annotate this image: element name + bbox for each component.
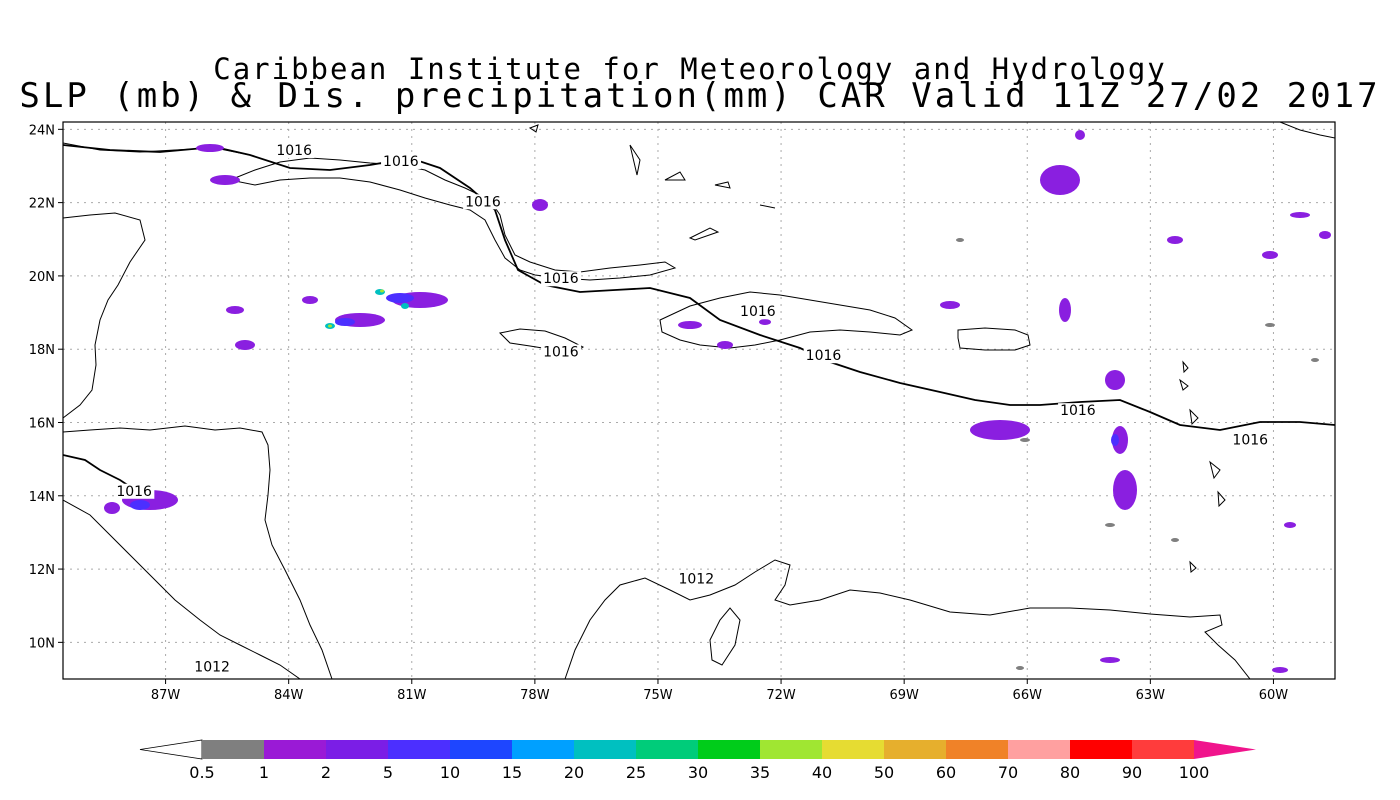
colorbar-swatch (760, 740, 822, 759)
coastline-bahamas (528, 124, 776, 241)
isobar-label-bg (1230, 432, 1271, 448)
graticule (63, 122, 1335, 679)
colorbar-swatch (636, 740, 698, 759)
colorbar-label: 5 (383, 763, 393, 782)
lon-tick-label: 87W (151, 688, 181, 703)
colorbar-label: 15 (502, 763, 522, 782)
isobar-label: 1016 (383, 154, 419, 170)
colorbar-label: 40 (812, 763, 832, 782)
colorbar-swatch (139, 739, 203, 760)
isobar-label-bg (738, 304, 779, 320)
coastline-maracaibo (709, 607, 741, 666)
colorbar-label: 70 (998, 763, 1018, 782)
lon-tick-label: 78W (520, 688, 550, 703)
lon-tick-label: 81W (397, 688, 427, 703)
isobar-label-bg (381, 153, 422, 169)
colorbar-label: 10 (440, 763, 460, 782)
isobar-label-bg (192, 659, 233, 675)
colorbar-label: 0.5 (189, 763, 214, 782)
isobar-label: 1016 (740, 304, 776, 320)
coastline-south-america (564, 559, 1251, 679)
colorbar-swatch (822, 740, 884, 759)
map-frame (62, 121, 1336, 680)
lat-tick-label: 20N (29, 270, 55, 285)
isobar-label-bg (114, 483, 155, 499)
lon-tick-label: 84W (274, 688, 304, 703)
isobar-label: 1016 (806, 348, 842, 364)
isobar-label: 1012 (678, 572, 714, 588)
colorbar-swatch (946, 740, 1008, 759)
isobar-label: 1012 (194, 660, 230, 676)
axis-ticks: 24N 22N 20N 18N 16N 14N 12N 10N 87W 84W 81W 78W 75W 7… (29, 123, 1289, 703)
colorbar-swatch (1194, 740, 1256, 759)
isobar-label: 1016 (465, 194, 501, 210)
colorbar-label: 100 (1179, 763, 1210, 782)
title-product: SLP (mb) & Dis. precipitation(mm) CAR Va… (19, 76, 1381, 116)
colorbar-label: 50 (874, 763, 894, 782)
isobar-label: 1016 (276, 143, 312, 159)
isobar-label-bg (676, 571, 717, 587)
isobar-label: 1016 (543, 271, 579, 287)
colorbar-label: 25 (626, 763, 646, 782)
isobar-label: 1016 (1232, 432, 1268, 448)
lat-tick-label: 22N (29, 197, 55, 212)
colorbar-label: 80 (1060, 763, 1080, 782)
isobar-label: 1016 (1060, 403, 1096, 419)
colorbar-label: 1 (259, 763, 269, 782)
colorbar-swatch (264, 740, 326, 759)
colorbar-swatch (202, 740, 264, 759)
lon-tick-label: 75W (643, 688, 673, 703)
coastline-puerto-rico (957, 327, 1031, 351)
isobar-label-bg (803, 348, 844, 364)
colorbar-swatch (698, 740, 760, 759)
colorbar-label: 60 (936, 763, 956, 782)
coastline-hispaniola (659, 291, 914, 349)
colorbar-swatch (1008, 740, 1070, 759)
colorbar-swatch (388, 740, 450, 759)
lon-tick-label: 66W (1013, 688, 1043, 703)
lat-tick-label: 24N (29, 123, 55, 138)
precipitation-field (104, 130, 1331, 673)
colorbar-swatch (1132, 740, 1194, 759)
coastline-honduras (63, 425, 333, 679)
isobar-label-bg (1058, 403, 1099, 419)
colorbar-swatch (326, 740, 388, 759)
colorbar-label: 2 (321, 763, 331, 782)
colorbar-swatch (450, 740, 512, 759)
coastline-north-right (1279, 122, 1335, 139)
isobar-labels: 1016 1016 1016 1016 1016 1016 1016 1016 1016 1016… (114, 142, 1271, 676)
colorbar-swatch (884, 740, 946, 759)
coastline-pacific-ca (63, 499, 301, 679)
colorbar-swatch (1070, 740, 1132, 759)
isobar-label-bg (541, 271, 582, 287)
isobar-1016-north (63, 144, 1335, 431)
lon-tick-label: 72W (766, 688, 796, 703)
coastline-antilles (1179, 360, 1226, 573)
lat-tick-label: 14N (29, 490, 55, 505)
isobar-label-bg (274, 142, 315, 158)
lon-tick-label: 60W (1259, 688, 1289, 703)
map-background (63, 122, 1335, 679)
colorbar-label: 35 (750, 763, 770, 782)
lat-tick-label: 16N (29, 416, 55, 431)
isobar-label: 1016 (116, 484, 152, 500)
lat-tick-label: 12N (29, 563, 55, 578)
lat-tick-label: 10N (29, 636, 55, 651)
title-institute: Caribbean Institute for Meteorology and … (213, 52, 1167, 86)
lon-tick-label: 69W (889, 688, 919, 703)
coastline-yucatan (63, 212, 146, 419)
isobar-label-bg (463, 194, 504, 210)
colorbar: 0.5 1 2 5 10 15 20 25 30 35 40 50 60 70 80 90 100 (139, 739, 1256, 782)
isobar-label-bg (541, 344, 582, 360)
colorbar-swatch (574, 740, 636, 759)
colorbar-label: 90 (1122, 763, 1142, 782)
colorbar-label: 30 (688, 763, 708, 782)
lon-tick-label: 63W (1136, 688, 1166, 703)
lat-tick-label: 18N (29, 343, 55, 358)
isobar-label: 1016 (543, 345, 579, 361)
colorbar-swatch (512, 740, 574, 759)
colorbar-label: 20 (564, 763, 584, 782)
